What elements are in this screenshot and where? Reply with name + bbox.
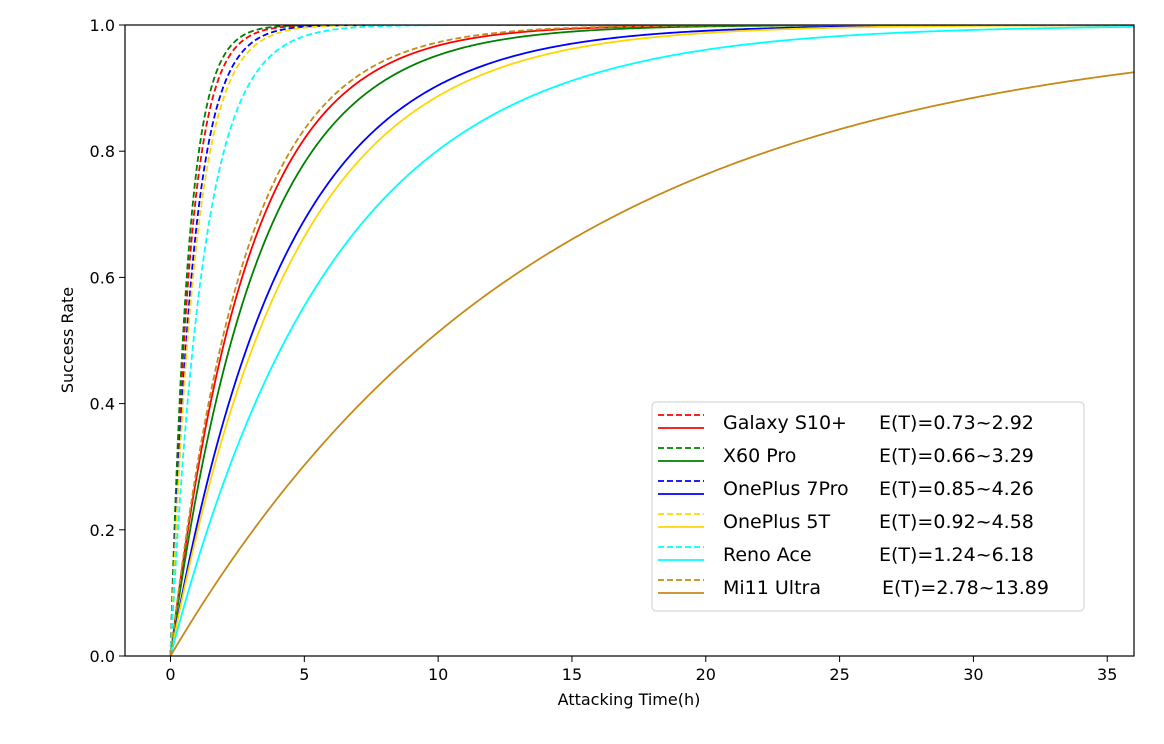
legend-series-name: Mi11 Ultra: [723, 577, 821, 599]
x-axis-ticks: 0 5 10 15 20 25 30 35: [165, 656, 1117, 684]
legend-expected-time: E(T)=0.92~4.58: [879, 511, 1034, 533]
y-tick-label: 1.0: [90, 16, 115, 35]
x-tick-label: 10: [428, 665, 448, 684]
legend-entries: Galaxy S10+ E(T)=0.73~2.92 X60 Pro E(T)=0.6…: [658, 412, 1049, 599]
x-tick-label: 35: [1097, 665, 1117, 684]
y-axis-ticks: 0.0 0.2 0.4 0.6 0.8 1.0: [90, 16, 125, 666]
legend-expected-time: E(T)=0.73~2.92: [879, 412, 1034, 434]
y-tick-label: 0.6: [90, 268, 115, 287]
y-axis-label: Success Rate: [58, 287, 77, 393]
legend-expected-time: E(T)=0.85~4.26: [879, 478, 1034, 500]
legend-series-name: X60 Pro: [723, 445, 796, 467]
y-tick-label: 0.0: [90, 647, 115, 666]
legend-expected-time: E(T)=0.66~3.29: [879, 445, 1034, 467]
x-tick-label: 25: [829, 665, 849, 684]
legend: Galaxy S10+ E(T)=0.73~2.92 X60 Pro E(T)=0.6…: [651, 401, 1085, 612]
x-tick-label: 30: [963, 665, 983, 684]
y-tick-label: 0.4: [90, 395, 115, 414]
x-tick-label: 0: [165, 665, 175, 684]
series-line-low-3: [169, 25, 1134, 656]
legend-series-name: OnePlus 7Pro: [723, 478, 849, 500]
x-tick-label: 5: [299, 665, 309, 684]
x-tick-label: 15: [562, 665, 582, 684]
legend-series-name: Galaxy S10+: [723, 412, 847, 434]
legend-series-name: OnePlus 5T: [723, 511, 830, 533]
legend-expected-time: E(T)=1.24~6.18: [879, 544, 1034, 566]
legend-box: [651, 401, 1085, 612]
series-line-high-5: [169, 71, 1134, 656]
x-axis-label: Attacking Time(h): [558, 690, 701, 709]
legend-expected-time: E(T)=2.78~13.89: [882, 577, 1049, 599]
plot-area: [124, 24, 1135, 657]
legend-series-name: Reno Ace: [723, 544, 812, 566]
y-tick-label: 0.8: [90, 142, 115, 161]
series-line-high-4: [169, 25, 1134, 656]
plot-frame: [124, 24, 1135, 657]
y-tick-label: 0.2: [90, 521, 115, 540]
x-tick-label: 20: [696, 665, 716, 684]
